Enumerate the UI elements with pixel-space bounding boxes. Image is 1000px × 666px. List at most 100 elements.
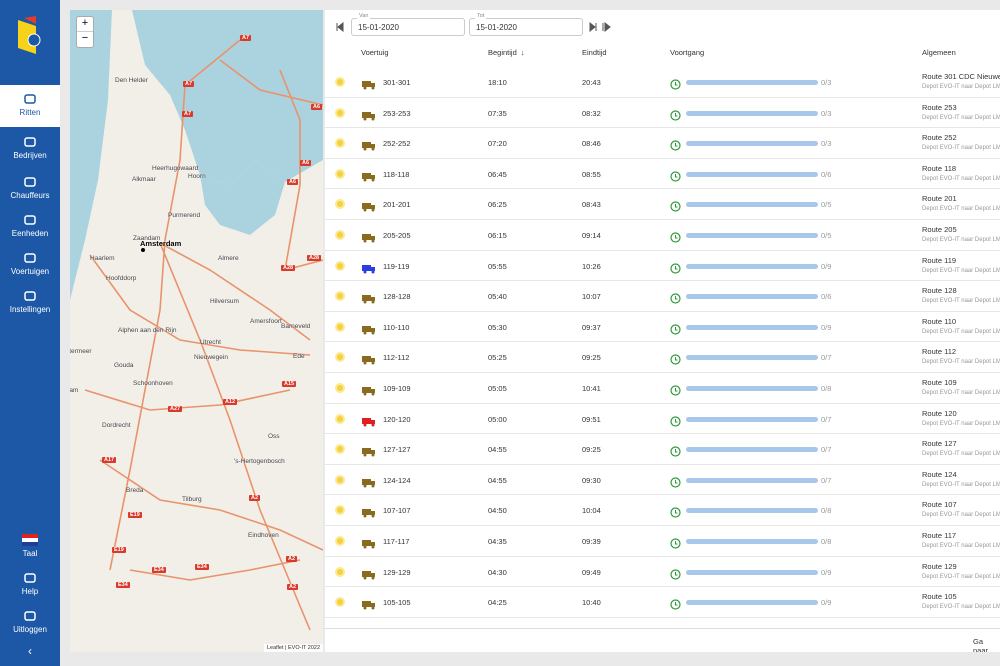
route-name: Route 205	[922, 225, 957, 234]
route-name: Route 127	[922, 439, 957, 449]
progress-bar	[686, 294, 818, 300]
clock-icon	[670, 536, 681, 554]
progress-label: 0/3	[821, 139, 832, 149]
table-row[interactable]: 252-252 07:20 08:46 0/3 Route 252 Depot EVO-I…	[325, 128, 1000, 159]
column-header[interactable]: Voertuig	[361, 48, 389, 57]
nav-item[interactable]: Ritten	[0, 85, 60, 127]
end: 09:25	[582, 445, 601, 455]
table-row[interactable]: 112-112 05:25 09:25 0/7 Route 112 Depot EVO-I…	[325, 342, 1000, 373]
road-shield: A15	[282, 381, 297, 387]
first-page[interactable]	[335, 22, 345, 32]
vehicle: 129-129	[383, 567, 411, 577]
table-row[interactable]: 128-128 05:40 10:07 0/6 Route 128 Depot EVO-I…	[325, 281, 1000, 312]
collapse[interactable]: ‹	[28, 644, 32, 658]
status-icon	[335, 566, 345, 577]
route: Route 201 Depot EVO-IT naar Depot LM	[922, 194, 1000, 212]
map-label: Oss	[268, 433, 280, 440]
status-icon	[335, 505, 345, 516]
clock-icon	[670, 199, 681, 217]
vehicle: 119-119	[383, 261, 410, 271]
road-shield: A7	[183, 81, 195, 87]
end: 09:49	[582, 567, 601, 577]
nav-label: Eenheden	[11, 229, 49, 238]
route-name: Route 301 CDC Nieuweg	[922, 72, 1000, 81]
table-row[interactable]: 119-119 05:55 10:26 0/9 Route 119 Depot EVO-I…	[325, 251, 1000, 282]
road-shield: A6	[300, 160, 312, 166]
end: 10:04	[582, 506, 601, 516]
table-row[interactable]: 201-201 06:25 08:43 0/5 Route 201 Depot EVO-I…	[325, 189, 1000, 220]
table-row[interactable]: 109-109 05:05 10:41 0/8 Route 109 Depot EVO-I…	[325, 373, 1000, 404]
table-row[interactable]: 120-120 05:00 09:51 0/7 Route 120 Depot EVO-I…	[325, 404, 1000, 435]
road-shield: A2	[249, 495, 261, 501]
truck-icon	[362, 597, 376, 615]
nav-item[interactable]: Voertuigen	[0, 248, 60, 282]
end: 08:32	[582, 108, 601, 118]
table-row[interactable]: 205-205 06:15 09:14 0/5 Route 205 Depot EVO-I…	[325, 220, 1000, 251]
zoom-control: + −	[76, 16, 94, 48]
table-row[interactable]: 253-253 07:35 08:32 0/3 Route 253 Depot EVO-I…	[325, 98, 1000, 129]
zoom-in[interactable]: +	[77, 17, 93, 32]
truck-icon	[362, 536, 376, 554]
route: Route 127 Depot EVO-IT naar Depot LM	[922, 439, 1000, 457]
zoom-out[interactable]: −	[81, 32, 89, 44]
progress-bar	[686, 539, 818, 544]
route-name: Route 252	[922, 133, 957, 143]
table-row[interactable]: 129-129 04:30 09:49 0/9 Route 129 Depot EVO-I…	[325, 557, 1000, 588]
end: 09:51	[582, 414, 601, 424]
truck-icon	[362, 169, 376, 187]
route-sub: Depot EVO-IT naar Depot LM	[922, 573, 1000, 580]
progress-bar	[686, 386, 818, 391]
table-row[interactable]: 117-117 04:35 09:39 0/8 Route 117 Depot EVO-I…	[325, 526, 1000, 557]
date-value: 15-01-2020	[358, 23, 399, 32]
progress-bar	[686, 324, 818, 330]
progress-label: 0/8	[821, 537, 832, 546]
table-row[interactable]: 127-127 04:55 09:25 0/7 Route 127 Depot EVO-I…	[325, 434, 1000, 465]
nav-item[interactable]: Uitloggen	[0, 606, 60, 640]
nav-item[interactable]: Chauffeurs	[0, 172, 60, 206]
map-label: Dordrecht	[102, 422, 131, 429]
nav-label: Voertuigen	[10, 267, 50, 276]
route: Route 128 Depot EVO-IT naar Depot LM	[922, 286, 1000, 304]
route: Route 110 Depot EVO-IT naar Depot LM	[922, 317, 1000, 335]
column-header[interactable]: Begintijd ↓	[488, 48, 525, 57]
date-value: 15-01-2020	[476, 23, 517, 32]
truck-icon	[362, 475, 376, 493]
progress-bar	[686, 569, 818, 575]
table-row[interactable]: 107-107 04:50 10:04 0/8 Route 107 Depot EVO-I…	[325, 495, 1000, 526]
nav-item[interactable]: Help	[0, 568, 60, 602]
nav-item[interactable]: Taal	[0, 530, 60, 564]
vehicle: 118-118	[383, 169, 410, 179]
vehicle: 128-128	[383, 292, 411, 302]
table-row[interactable]: 124-124 04:55 09:30 0/7 Route 124 Depot EVO-I…	[325, 465, 1000, 496]
map-label: Breda	[126, 487, 144, 494]
road-shield: A6	[287, 179, 299, 185]
road-shield: E34	[152, 567, 166, 573]
road-shield: A12	[223, 399, 238, 405]
progress-bar	[686, 171, 818, 177]
attribution: Leaflet | EVO-IT 2022	[264, 644, 323, 652]
route-name: Route 118	[922, 163, 957, 173]
nav-item[interactable]: Instellingen	[0, 286, 60, 320]
goto-page[interactable]: Ga naar	[973, 637, 989, 652]
map-label: Schoonhoven	[133, 380, 173, 387]
route-name: Route 119	[922, 255, 957, 265]
progress-bar	[686, 508, 818, 514]
map-label: Alphen aan den Rijn	[118, 327, 177, 334]
truck-icon	[362, 199, 376, 217]
route-sub: Depot EVO-IT naar Depot LM	[922, 267, 1000, 274]
table-row[interactable]: 105-105 04:25 10:40 0/9 Route 105 Depot EVO-I…	[325, 587, 1000, 618]
table-row[interactable]: 110-110 05:30 09:37 0/9 Route 110 Depot EVO-I…	[325, 312, 1000, 343]
table-row[interactable]: 118-118 06:45 08:55 0/6 Route 118 Depot EVO-I…	[325, 159, 1000, 190]
nav-item[interactable]: Eenheden	[0, 210, 60, 244]
route: Route 117 Depot EVO-IT naar Depot LM	[922, 531, 1000, 549]
end: 10:41	[582, 384, 601, 393]
route: Route 112 Depot EVO-IT naar Depot LM	[922, 347, 1000, 365]
table-row[interactable]: 301-301 18:10 20:43 0/3 Route 301 CDC Nieuwe…	[325, 67, 1000, 98]
begin: 06:25	[488, 200, 507, 210]
column-header[interactable]: Eindtijd	[582, 48, 607, 57]
nav-item[interactable]: Bedrijven	[0, 132, 60, 166]
date-to[interactable]: Tot 15-01-2020	[469, 13, 583, 36]
nav-label: Ritten	[19, 108, 41, 117]
date-from[interactable]: Van 15-01-2020	[351, 13, 465, 36]
next-buttons[interactable]	[589, 22, 611, 32]
